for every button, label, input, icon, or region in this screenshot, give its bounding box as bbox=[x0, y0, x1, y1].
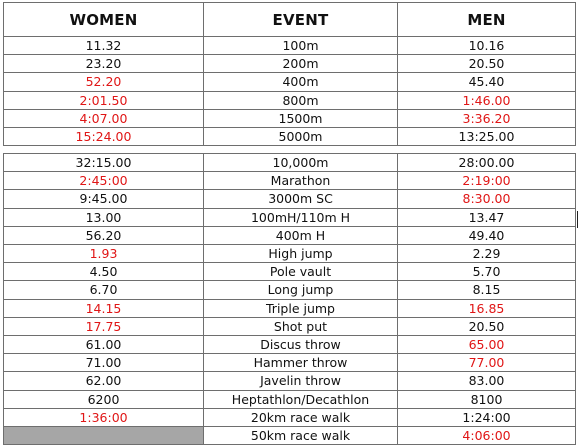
event-cell: 1500m bbox=[203, 108, 398, 129]
women-cell: 62.00 bbox=[3, 371, 204, 391]
men-cell: 13.47 bbox=[397, 207, 576, 227]
table-row: 62.00 Javelin throw 83.00 bbox=[3, 371, 576, 391]
table-row: 6.70 Long jump 8.15 bbox=[3, 280, 576, 300]
event-cell: 100m bbox=[203, 35, 398, 56]
event-cell: 100mH/110m H bbox=[203, 207, 398, 227]
table-row: 14.15 Triple jump 16.85 bbox=[3, 298, 576, 318]
men-cell: 28:00.00 bbox=[397, 152, 576, 173]
table-row: 11.32 100m 10.16 bbox=[3, 35, 576, 56]
men-cell: 77.00 bbox=[397, 353, 576, 373]
text-cursor-mark bbox=[577, 211, 578, 228]
women-cell: 23.20 bbox=[3, 54, 204, 74]
event-cell: High jump bbox=[203, 244, 398, 264]
table1-body: 11.32 100m 10.16 23.20 200m 20.50 52.20 400m 45.… bbox=[3, 35, 576, 147]
women-cell: 56.20 bbox=[3, 225, 204, 246]
table-row: 4:07.00 1500m 3:36.20 bbox=[3, 108, 576, 129]
table-row: 23.20 200m 20.50 bbox=[3, 54, 576, 74]
men-cell: 2.29 bbox=[397, 244, 576, 264]
men-cell: 1:46.00 bbox=[397, 90, 576, 110]
women-cell: 13.00 bbox=[3, 207, 204, 227]
men-cell: 20.50 bbox=[397, 316, 576, 337]
women-cell bbox=[3, 426, 204, 446]
event-cell: 200m bbox=[203, 54, 398, 74]
men-cell: 8.15 bbox=[397, 280, 576, 300]
table-row: 61.00 Discus throw 65.00 bbox=[3, 335, 576, 355]
men-cell: 4:06:00 bbox=[397, 426, 576, 446]
women-cell: 17.75 bbox=[3, 316, 204, 337]
event-cell: Triple jump bbox=[203, 298, 398, 318]
women-cell: 1.93 bbox=[3, 244, 204, 264]
men-cell: 49.40 bbox=[397, 225, 576, 246]
women-cell: 61.00 bbox=[3, 335, 204, 355]
table-row: 50km race walk 4:06:00 bbox=[3, 426, 576, 446]
header-men: MEN bbox=[397, 2, 576, 37]
women-cell: 4.50 bbox=[3, 262, 204, 282]
table-row: 13.00 100mH/110m H 13.47 bbox=[3, 207, 576, 227]
event-cell: Pole vault bbox=[203, 262, 398, 282]
men-cell: 8100 bbox=[397, 389, 576, 409]
men-cell: 65.00 bbox=[397, 335, 576, 355]
table2-body: 32:15.00 10,000m 28:00.00 2:45:00 Marathon 2:… bbox=[3, 152, 576, 446]
event-cell: 3000m SC bbox=[203, 189, 398, 209]
table-row: 1.93 High jump 2.29 bbox=[3, 244, 576, 264]
women-cell: 14.15 bbox=[3, 298, 204, 318]
event-cell: 400m bbox=[203, 72, 398, 92]
women-cell: 6200 bbox=[3, 389, 204, 409]
men-cell: 8:30.00 bbox=[397, 189, 576, 209]
women-cell: 2:01.50 bbox=[3, 90, 204, 110]
table-row: 6200 Heptathlon/Decathlon 8100 bbox=[3, 389, 576, 409]
table-row: 71.00 Hammer throw 77.00 bbox=[3, 353, 576, 373]
table-row: 52.20 400m 45.40 bbox=[3, 72, 576, 92]
men-cell: 16.85 bbox=[397, 298, 576, 318]
event-cell: 50km race walk bbox=[203, 426, 398, 446]
women-cell: 32:15.00 bbox=[3, 152, 204, 173]
women-cell: 11.32 bbox=[3, 35, 204, 56]
header-event: EVENT bbox=[203, 2, 398, 37]
men-cell: 3:36.20 bbox=[397, 108, 576, 129]
table-row: 56.20 400m H 49.40 bbox=[3, 225, 576, 246]
event-cell: 20km race walk bbox=[203, 407, 398, 428]
women-cell: 1:36:00 bbox=[3, 407, 204, 428]
table-row: 2:45:00 Marathon 2:19:00 bbox=[3, 171, 576, 191]
men-cell: 13:25.00 bbox=[397, 127, 576, 147]
women-cell: 2:45:00 bbox=[3, 171, 204, 191]
table-row: 1:36:00 20km race walk 1:24:00 bbox=[3, 407, 576, 428]
event-cell: Discus throw bbox=[203, 335, 398, 355]
table-row: 2:01.50 800m 1:46.00 bbox=[3, 90, 576, 110]
standards-table-secondary: 32:15.00 10,000m 28:00.00 2:45:00 Marathon 2:… bbox=[3, 152, 576, 446]
table-row: 32:15.00 10,000m 28:00.00 bbox=[3, 152, 576, 173]
event-cell: 10,000m bbox=[203, 152, 398, 173]
men-cell: 83.00 bbox=[397, 371, 576, 391]
women-cell: 4:07.00 bbox=[3, 108, 204, 129]
men-cell: 20.50 bbox=[397, 54, 576, 74]
header-women: WOMEN bbox=[3, 2, 204, 37]
men-cell: 1:24:00 bbox=[397, 407, 576, 428]
standards-table-main: WOMEN EVENT MEN 11.32 100m 10.16 23.20 200m 2… bbox=[3, 2, 576, 147]
women-cell: 15:24.00 bbox=[3, 127, 204, 147]
women-cell: 6.70 bbox=[3, 280, 204, 300]
table-row: 15:24.00 5000m 13:25.00 bbox=[3, 127, 576, 147]
men-cell: 5.70 bbox=[397, 262, 576, 282]
women-cell: 71.00 bbox=[3, 353, 204, 373]
event-cell: 400m H bbox=[203, 225, 398, 246]
women-cell: 52.20 bbox=[3, 72, 204, 92]
header-row: WOMEN EVENT MEN bbox=[3, 2, 576, 37]
table-row: 4.50 Pole vault 5.70 bbox=[3, 262, 576, 282]
men-cell: 2:19:00 bbox=[397, 171, 576, 191]
event-cell: Shot put bbox=[203, 316, 398, 337]
table-row: 9:45.00 3000m SC 8:30.00 bbox=[3, 189, 576, 209]
women-cell: 9:45.00 bbox=[3, 189, 204, 209]
event-cell: Hammer throw bbox=[203, 353, 398, 373]
table-row: 17.75 Shot put 20.50 bbox=[3, 316, 576, 337]
event-cell: Heptathlon/Decathlon bbox=[203, 389, 398, 409]
men-cell: 10.16 bbox=[397, 35, 576, 56]
event-cell: Javelin throw bbox=[203, 371, 398, 391]
event-cell: 5000m bbox=[203, 127, 398, 147]
event-cell: 800m bbox=[203, 90, 398, 110]
event-cell: Marathon bbox=[203, 171, 398, 191]
men-cell: 45.40 bbox=[397, 72, 576, 92]
event-cell: Long jump bbox=[203, 280, 398, 300]
